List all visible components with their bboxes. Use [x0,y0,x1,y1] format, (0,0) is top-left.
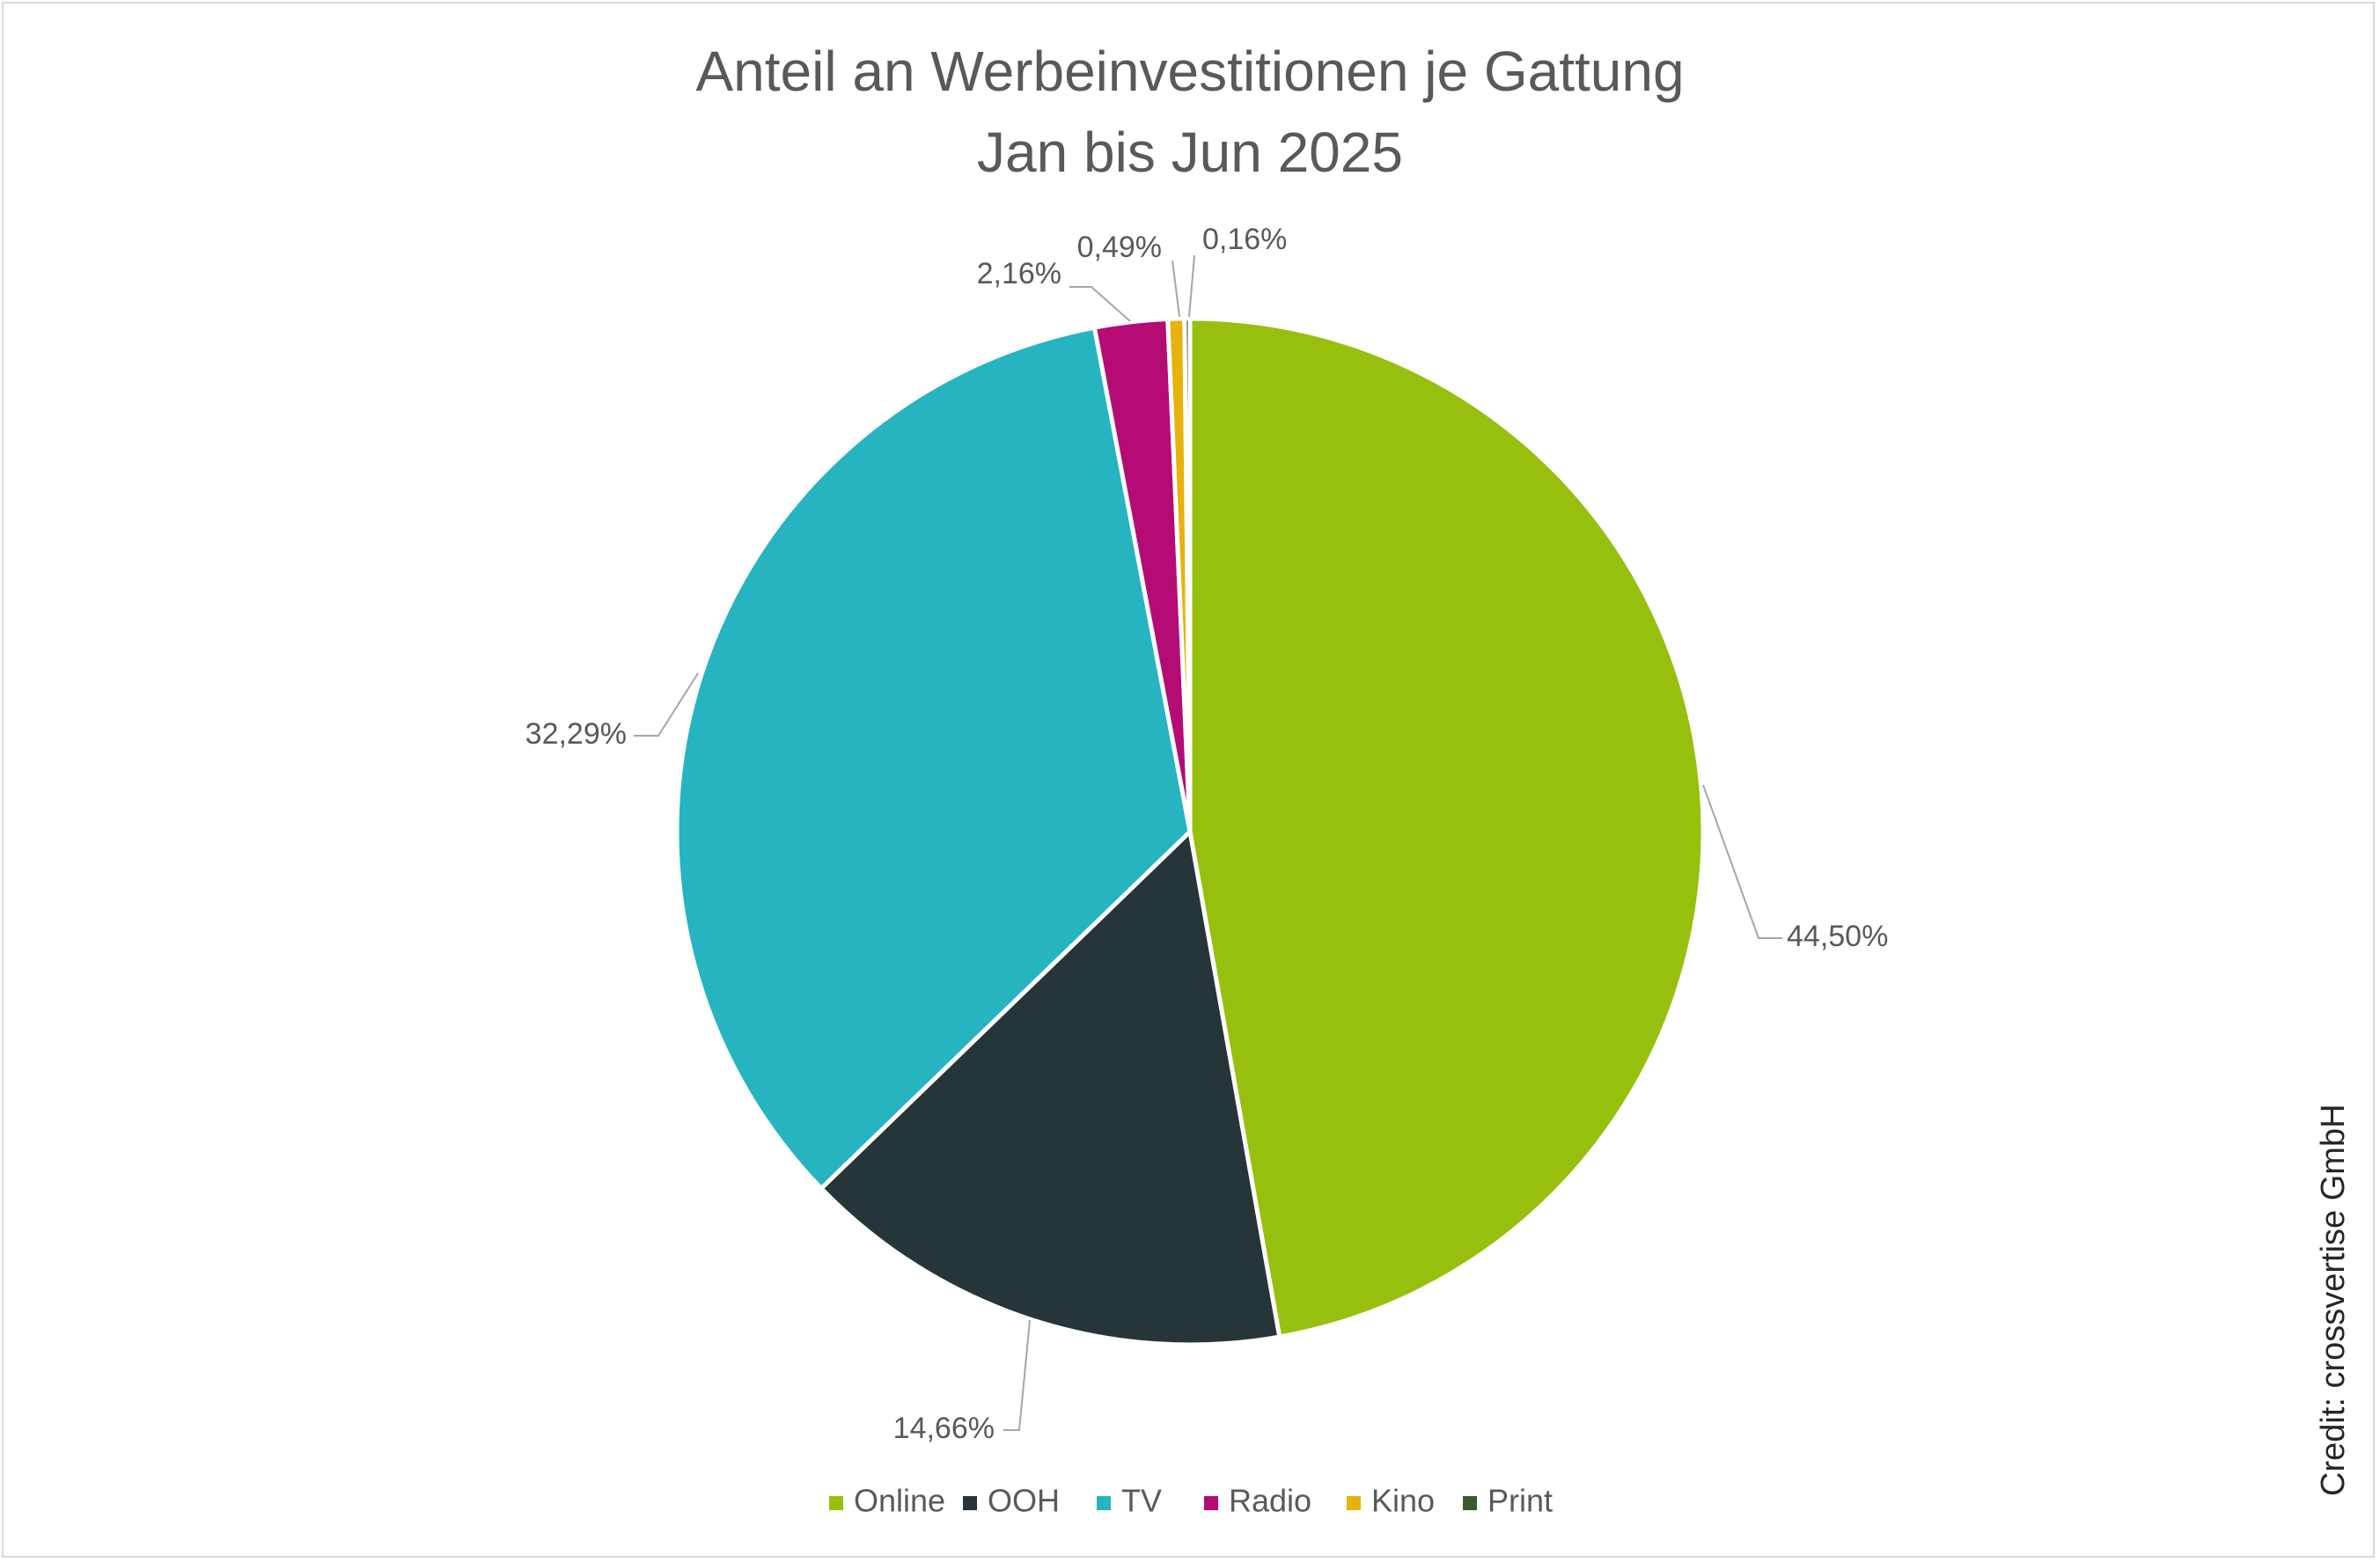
leader-line-print [1188,254,1195,318]
legend-label-tv: TV [1121,1483,1162,1519]
credit-text: Credit: crossvertise GmbH [2315,1104,2352,1496]
data-labels: 44,50% 14,66% 32,29% 2,16% 0,49% 0,16% [525,223,1889,1445]
data-label-print: 0,16% [1202,223,1287,256]
data-label-online: 44,50% [1787,920,1888,953]
legend-label-radio: Radio [1229,1483,1311,1519]
data-label-radio: 2,16% [977,257,1061,290]
data-label-tv: 32,29% [525,717,627,751]
pie-slice-print [1182,316,1193,834]
legend-swatch-tv [1097,1496,1111,1510]
leader-line-online [1702,784,1782,939]
pie-slices [674,316,1706,1347]
leader-line-ooh [1003,1319,1031,1431]
legend-swatch-kino [1347,1496,1361,1510]
data-label-kino: 0,49% [1077,231,1162,264]
chart-subtitle: Jan bis Jun 2025 [977,121,1403,184]
legend-label-ooh: OOH [988,1483,1060,1519]
legend-swatch-print [1463,1496,1477,1510]
leader-lines [634,254,1782,1431]
legend: Online OOH TV Radio Kino Print [829,1483,1553,1519]
legend-swatch-ooh [963,1496,977,1510]
legend-label-online: Online [854,1483,945,1519]
pie-slice-online [1187,316,1706,1339]
legend-swatch-radio [1204,1496,1218,1510]
legend-label-print: Print [1488,1483,1553,1519]
chart-title: Anteil an Werbeinvestitionen je Gattung [695,40,1685,103]
legend-label-kino: Kino [1371,1483,1435,1519]
leader-line-kino [1172,260,1180,318]
leader-line-radio [1069,286,1131,322]
leader-line-tv [634,672,699,737]
pie-slice-ooh [819,829,1282,1347]
legend-swatch-online [829,1496,843,1510]
pie-slice-tv [674,325,1193,1191]
data-label-ooh: 14,66% [893,1412,995,1445]
